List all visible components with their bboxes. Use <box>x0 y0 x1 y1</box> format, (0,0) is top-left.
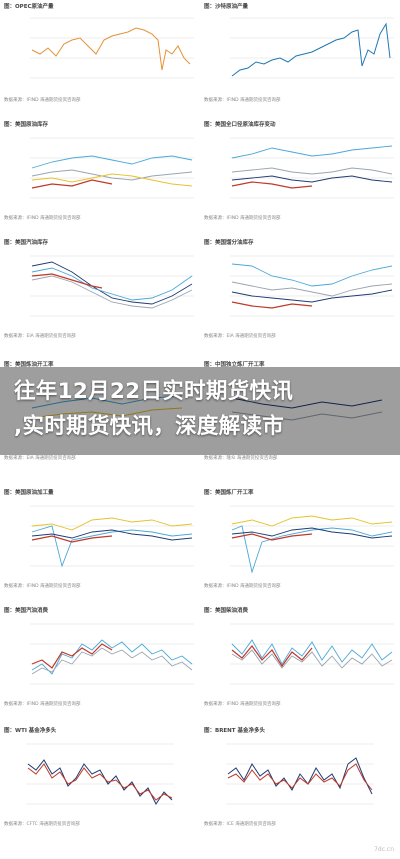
chart-us-total-crude <box>230 137 394 199</box>
chart-wti <box>26 743 174 805</box>
panel-title: 图：沙特原油产量 <box>204 4 249 10</box>
chart-us-gasoline <box>30 255 194 317</box>
headline: 往年12月22日实时期货快讯 ,实时期货快讯，深度解读市 <box>14 374 390 444</box>
chart-us-processing <box>30 505 194 568</box>
panel-source: 数据来源：EIA 海通期货投资咨询部 <box>204 334 276 339</box>
panel-title: 图：美国馏分油库存 <box>204 240 254 246</box>
panel-us-crude-processing: 图：美国原油加工量 数据来源：IFIND 海通期货投资咨询部 <box>2 486 198 590</box>
panel-china-refinery-rate: 图：中国独立炼厂开工率 数据来源：隆众 海通期货投资咨询部 <box>202 358 398 462</box>
panel-us-gasoline-demand: 图：美国汽油消费 数据来源：IFIND 海通期货投资咨询部 <box>2 604 198 708</box>
headline-line-1: 往年12月22日实时期货快讯 <box>14 379 294 404</box>
chart-us-utilization <box>230 505 394 574</box>
panel-source: 数据来源：IFIND 海通期货投资咨询部 <box>204 584 281 589</box>
panel-source: 数据来源：IFIND 海通期货投资咨询部 <box>4 702 81 707</box>
panel-title: 图：美国炼油开工率 <box>4 362 54 368</box>
panel-source: 数据来源：IFIND 海通期货投资咨询部 <box>204 216 281 221</box>
chart-brent <box>226 743 374 805</box>
panel-source: 数据来源：IFIND 海通期货投资咨询部 <box>204 702 281 707</box>
panel-source: 数据来源：IFIND 海通期货投资咨询部 <box>204 98 281 103</box>
panel-title: 图：美国柴油消费 <box>204 608 249 614</box>
panel-title: 图：WTI 基金净多头 <box>4 728 57 734</box>
panel-source: 数据来源：ICE 海通期货投资咨询部 <box>204 822 276 827</box>
panel-us-gasoline-stock: 图：美国汽油库存 数据来源：EIA 海通期货投资咨询部 <box>2 236 198 340</box>
panel-title: 图：美国汽油消费 <box>4 608 49 614</box>
panel-source: 数据来源：EIA 海通期货投资咨询部 <box>4 456 76 461</box>
panel-title: 图：中国独立炼厂开工率 <box>204 362 265 368</box>
headline-overlay <box>0 367 400 455</box>
headline-line-2: ,实时期货快讯，深度解读市 <box>14 414 285 439</box>
panel-us-refinery-utilization: 图：美国炼厂开工率 数据来源：IFIND 海通期货投资咨询部 <box>202 486 398 590</box>
panel-title: 图：美国原油库存 <box>4 122 49 128</box>
chart-us-diesel-demand <box>230 623 394 685</box>
panel-title: 图：美国汽油库存 <box>4 240 49 246</box>
panel-title: 图：美国炼厂开工率 <box>204 490 254 496</box>
panel-source: 数据来源：IFIND 海通期货投资咨询部 <box>4 584 81 589</box>
watermark: 7dc.cn <box>374 846 394 853</box>
panel-title: 图：BRENT 基金净多头 <box>204 728 265 734</box>
chart-china-refinery <box>231 397 383 421</box>
panel-source: 数据来源：IFIND 海通期货投资咨询部 <box>4 216 81 221</box>
panel-us-refinery-rate: 图：美国炼油开工率 数据来源：EIA 海通期货投资咨询部 <box>2 358 198 462</box>
panel-source: 数据来源：IFIND 海通期货投资咨询部 <box>4 98 81 103</box>
chart-us-gasoline-demand <box>30 623 194 685</box>
panel-opec-production: 图：OPEC原油产量 数据来源：IFIND 海通期货投资咨询部 <box>2 0 198 104</box>
panel-source: 数据来源：EIA 海通期货投资咨询部 <box>4 334 76 339</box>
chart-saudi <box>230 17 394 79</box>
chart-us-refinery <box>31 395 183 419</box>
chart-us-distillate <box>230 255 394 317</box>
panel-title: 图：OPEC原油产量 <box>4 4 54 10</box>
panel-title: 图：美国原油加工量 <box>4 490 54 496</box>
panel-us-crude-stock: 图：美国原油库存 数据来源：IFIND 海通期货投资咨询部 <box>2 118 198 222</box>
panel-wti-net-long: 图：WTI 基金净多头 数据来源：CFTC 海通期货投资咨询部 <box>2 724 198 828</box>
panel-source: 数据来源：CFTC 海通期货投资咨询部 <box>4 822 80 827</box>
panel-saudi-production: 图：沙特原油产量 数据来源：IFIND 海通期货投资咨询部 <box>202 0 398 104</box>
panel-brent-net-long: 图：BRENT 基金净多头 数据来源：ICE 海通期货投资咨询部 <box>202 724 398 828</box>
panel-title: 图：美国全口径原油库存变动 <box>204 122 276 128</box>
panel-us-distillate-stock: 图：美国馏分油库存 数据来源：EIA 海通期货投资咨询部 <box>202 236 398 340</box>
panel-us-diesel-demand: 图：美国柴油消费 数据来源：IFIND 海通期货投资咨询部 <box>202 604 398 708</box>
panel-us-total-crude-change: 图：美国全口径原油库存变动 数据来源：IFIND 海通期货投资咨询部 <box>202 118 398 222</box>
panel-source: 数据来源：隆众 海通期货投资咨询部 <box>204 456 278 461</box>
chart-us-crude <box>30 137 194 199</box>
chart-opec <box>30 17 194 79</box>
